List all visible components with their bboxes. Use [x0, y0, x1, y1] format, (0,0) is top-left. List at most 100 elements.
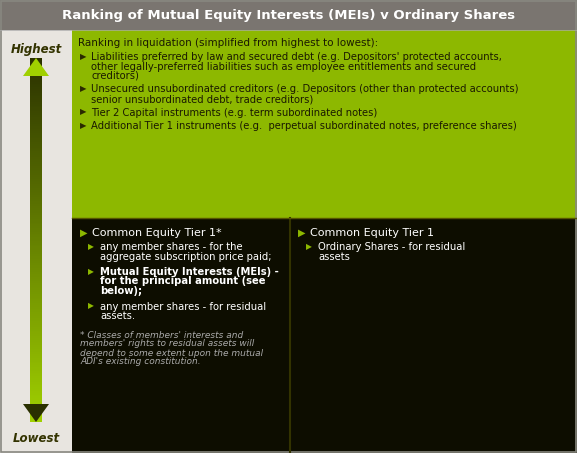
Bar [30, 135, 42, 137]
Bar [30, 210, 42, 212]
Bar [30, 72, 42, 74]
Bar [30, 226, 42, 228]
Bar [30, 183, 42, 184]
Bar [30, 303, 42, 305]
Bar [30, 347, 42, 349]
Bar [30, 137, 42, 139]
Bar [30, 67, 42, 69]
Bar [30, 62, 42, 63]
Bar [30, 71, 42, 72]
Bar [30, 206, 42, 208]
Text: assets.: assets. [100, 311, 135, 321]
Bar [30, 148, 42, 149]
Bar [30, 367, 42, 369]
Bar [30, 263, 42, 265]
Bar [30, 285, 42, 287]
Bar [30, 212, 42, 213]
Bar [30, 78, 42, 80]
Bar [30, 202, 42, 204]
Text: Mutual Equity Interests (MEIs) -: Mutual Equity Interests (MEIs) - [100, 267, 279, 277]
Bar [30, 245, 42, 246]
Bar [30, 413, 42, 414]
Text: ▶: ▶ [80, 85, 87, 93]
Bar [30, 283, 42, 285]
Bar [30, 179, 42, 181]
Bar [30, 177, 42, 179]
Bar [30, 310, 42, 312]
Bar [30, 142, 42, 144]
Bar [30, 358, 42, 360]
Bar [30, 213, 42, 215]
Bar [30, 74, 42, 76]
Bar [30, 308, 42, 310]
Bar [30, 115, 42, 116]
Bar [30, 84, 42, 86]
Bar [30, 278, 42, 280]
Bar [30, 192, 42, 193]
Bar [30, 80, 42, 82]
Bar [30, 414, 42, 416]
Bar [30, 384, 42, 386]
Text: Common Equity Tier 1*: Common Equity Tier 1* [92, 228, 222, 238]
Bar [30, 407, 42, 409]
Bar [30, 96, 42, 98]
Bar [30, 371, 42, 373]
Bar [30, 197, 42, 199]
Bar [30, 259, 42, 261]
Bar [30, 107, 42, 109]
Bar [30, 113, 42, 115]
Bar [30, 125, 42, 127]
Text: ▶: ▶ [80, 228, 88, 238]
Bar [30, 349, 42, 351]
Bar [30, 95, 42, 96]
Bar [30, 387, 42, 389]
Bar [30, 195, 42, 197]
Bar [30, 257, 42, 259]
Bar [30, 369, 42, 371]
Bar [30, 272, 42, 274]
Bar [30, 416, 42, 418]
Bar [30, 153, 42, 155]
Bar [30, 280, 42, 281]
Bar [30, 98, 42, 100]
Bar [30, 243, 42, 245]
Bar [30, 398, 42, 400]
Bar [30, 274, 42, 276]
Bar [30, 299, 42, 301]
Bar [30, 217, 42, 219]
Text: Ranking in liquidation (simplified from highest to lowest):: Ranking in liquidation (simplified from … [78, 38, 379, 48]
Bar [30, 289, 42, 290]
Bar [30, 360, 42, 361]
Bar [30, 329, 42, 331]
Text: ▶: ▶ [298, 228, 305, 238]
Bar [30, 327, 42, 329]
Text: Additional Tier 1 instruments (e.g.  perpetual subordinated notes, preference sh: Additional Tier 1 instruments (e.g. perp… [91, 121, 517, 131]
Bar [30, 93, 42, 95]
Bar [30, 162, 42, 164]
Bar [30, 393, 42, 395]
Text: Lowest: Lowest [13, 432, 59, 444]
Bar [30, 323, 42, 325]
Bar [30, 164, 42, 166]
Bar [30, 331, 42, 333]
Bar [30, 199, 42, 201]
Bar [30, 188, 42, 190]
Polygon shape [23, 404, 49, 422]
Bar [30, 376, 42, 378]
Bar [30, 321, 42, 323]
Bar [30, 352, 42, 354]
Bar [30, 140, 42, 142]
Bar [30, 307, 42, 308]
Bar [72, 218, 577, 453]
Text: any member shares - for the: any member shares - for the [100, 242, 242, 252]
Bar [30, 325, 42, 327]
Bar [30, 261, 42, 263]
Bar [30, 361, 42, 363]
Bar [30, 319, 42, 321]
Bar [30, 181, 42, 183]
Bar [30, 343, 42, 345]
Text: Unsecured unsubordinated creditors (e.g. Depositors (other than protected accoun: Unsecured unsubordinated creditors (e.g.… [91, 85, 519, 95]
Bar [30, 69, 42, 71]
Text: for the principal amount (see: for the principal amount (see [100, 276, 265, 286]
Bar [30, 281, 42, 283]
